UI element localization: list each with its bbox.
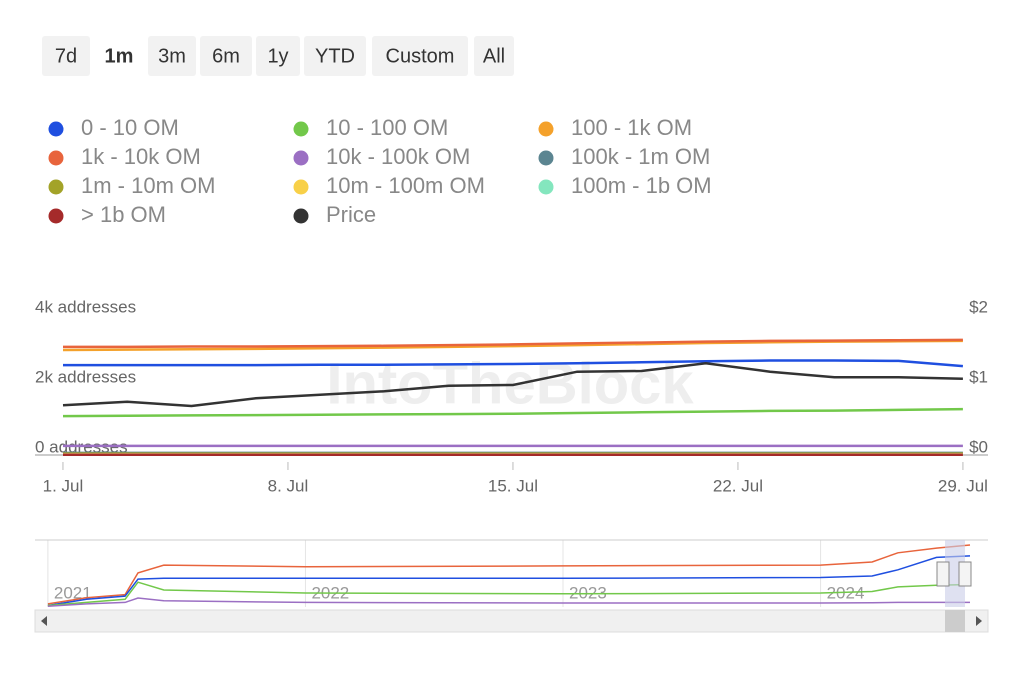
- legend-marker[interactable]: [48, 150, 64, 166]
- series-line: [63, 359, 964, 368]
- legend-marker[interactable]: [293, 121, 309, 137]
- x-tick-label: 15. Jul: [488, 476, 538, 495]
- x-tick-label: 22. Jul: [713, 476, 763, 495]
- legend-label[interactable]: 100 - 1k OM: [571, 115, 692, 140]
- navigator-handle[interactable]: [936, 561, 950, 587]
- range-button[interactable]: [42, 36, 90, 76]
- scrollbar-thumb[interactable]: [945, 610, 965, 632]
- legend-label[interactable]: 1m - 10m OM: [81, 173, 215, 198]
- x-tick-label: 1. Jul: [43, 476, 84, 495]
- navigator-line: [47, 597, 970, 607]
- legend-label[interactable]: 100m - 1b OM: [571, 173, 712, 198]
- range-button-label[interactable]: 3m: [158, 45, 186, 67]
- y2-tick-label: $1: [969, 367, 988, 386]
- legend-marker[interactable]: [48, 208, 64, 224]
- series-line: [62, 407, 963, 418]
- range-button-label[interactable]: 1y: [267, 45, 288, 67]
- range-button-label[interactable]: 1m: [105, 45, 134, 67]
- y2-tick-label: $0: [969, 437, 988, 456]
- scroll-left-arrow[interactable]: [41, 616, 47, 626]
- legend-label[interactable]: 1k - 10k OM: [81, 144, 201, 169]
- legend-label[interactable]: 10m - 100m OM: [326, 173, 485, 198]
- legend-label[interactable]: 0 - 10 OM: [81, 115, 179, 140]
- range-button-label[interactable]: 6m: [212, 45, 240, 67]
- x-tick-label: 8. Jul: [268, 476, 309, 495]
- legend-marker[interactable]: [48, 121, 64, 137]
- legend-label[interactable]: 10k - 100k OM: [326, 144, 470, 169]
- navigator-window[interactable]: [945, 540, 965, 607]
- range-button[interactable]: [474, 36, 514, 76]
- legend-marker[interactable]: [293, 150, 309, 166]
- legend-marker[interactable]: [293, 179, 309, 195]
- navigator-line: [47, 555, 971, 607]
- y-tick-label: 4k addresses: [35, 297, 136, 316]
- navigator-line: [47, 544, 971, 605]
- navigator-line: [47, 581, 971, 607]
- range-button[interactable]: [148, 36, 196, 76]
- range-button-label[interactable]: YTD: [315, 45, 355, 67]
- navigator-frame: [34, 539, 989, 633]
- range-button-label[interactable]: Custom: [386, 45, 455, 67]
- scrollbar-track[interactable]: [34, 609, 989, 633]
- legend-marker[interactable]: [538, 150, 554, 166]
- navigator-handle[interactable]: [958, 561, 972, 587]
- y-tick-label: 2k addresses: [35, 367, 136, 386]
- legend-label[interactable]: 100k - 1m OM: [571, 144, 710, 169]
- legend-label[interactable]: Price: [326, 202, 376, 227]
- range-button-label[interactable]: 7d: [55, 45, 77, 67]
- range-button[interactable]: [372, 36, 468, 76]
- y2-tick-label: $2: [969, 297, 988, 316]
- range-button-label[interactable]: All: [483, 45, 505, 67]
- range-button[interactable]: [200, 36, 252, 76]
- range-button[interactable]: [304, 36, 366, 76]
- range-button[interactable]: [94, 36, 144, 76]
- price-line: [62, 362, 963, 408]
- x-tick-label: 29. Jul: [938, 476, 988, 495]
- legend-marker[interactable]: [538, 121, 554, 137]
- legend-label[interactable]: > 1b OM: [81, 202, 166, 227]
- legend-marker[interactable]: [293, 208, 309, 224]
- legend-label[interactable]: 10 - 100 OM: [326, 115, 448, 140]
- series-line: [63, 338, 963, 349]
- legend-marker[interactable]: [48, 179, 64, 195]
- scroll-right-arrow[interactable]: [976, 616, 982, 626]
- legend-marker[interactable]: [538, 179, 554, 195]
- range-button[interactable]: [256, 36, 300, 76]
